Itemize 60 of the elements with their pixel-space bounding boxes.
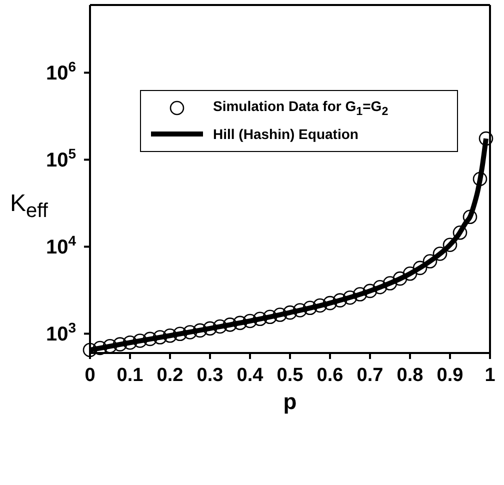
point: [472, 172, 488, 186]
point: [152, 330, 168, 344]
x-tick-label: 0.9: [436, 365, 464, 386]
point: [442, 238, 458, 252]
point: [478, 131, 494, 146]
point: [362, 284, 378, 298]
legend-label: Hill (Hashin) Equation: [213, 126, 358, 142]
point: [222, 318, 238, 332]
point: [92, 340, 108, 356]
point: [372, 280, 388, 294]
x-tick-label: 0.1: [116, 365, 144, 386]
point: [262, 310, 278, 324]
point: [432, 246, 448, 261]
x-tick-label: 1: [484, 365, 496, 386]
x-tick-label: 0.5: [276, 365, 304, 386]
x-tick-label: 0.4: [236, 365, 264, 386]
x-axis-title: p: [283, 389, 297, 414]
x-tick-label: 0.6: [316, 365, 344, 386]
legend-label: Simulation Data for G$_{1}$=G$_{2}$: [213, 98, 388, 118]
point: [322, 296, 338, 310]
x-tick-label: 0.2: [156, 365, 184, 386]
point: [452, 226, 468, 240]
point: [302, 300, 318, 316]
point: [202, 321, 218, 336]
point: [292, 303, 308, 318]
x-tick-label: 0.8: [396, 365, 424, 386]
point: [212, 319, 228, 334]
point: [392, 271, 408, 286]
y-axis-title: K$_{eff}$: [10, 190, 48, 223]
point: [102, 338, 118, 354]
x-tick-label: 0.7: [356, 365, 384, 386]
point: [232, 316, 248, 330]
point: [382, 276, 398, 290]
point: [192, 323, 208, 338]
y-tick-label: 10$^{4}$: [46, 232, 76, 259]
point: [412, 260, 428, 276]
point: [422, 254, 438, 268]
x-tick-label: 0: [84, 365, 96, 386]
point: [82, 342, 98, 358]
point: [272, 308, 288, 322]
point: [172, 326, 188, 342]
point: [162, 328, 178, 343]
point: [312, 298, 328, 313]
y-tick-label: 10$^{3}$: [46, 320, 76, 346]
y-tick-label: 10$^{6}$: [46, 58, 76, 85]
point: [142, 332, 158, 346]
point: [402, 266, 418, 281]
point: [342, 290, 358, 305]
point: [242, 314, 258, 328]
point: [252, 312, 268, 326]
point: [132, 334, 148, 348]
point: [332, 293, 348, 308]
y-tick-label: 10$^{5}$: [46, 146, 76, 172]
point: [352, 287, 368, 302]
point: [182, 325, 198, 340]
point: [282, 305, 298, 320]
point: [462, 210, 478, 224]
point: [122, 335, 138, 350]
x-tick-label: 0.3: [196, 365, 224, 386]
point: [112, 337, 128, 352]
